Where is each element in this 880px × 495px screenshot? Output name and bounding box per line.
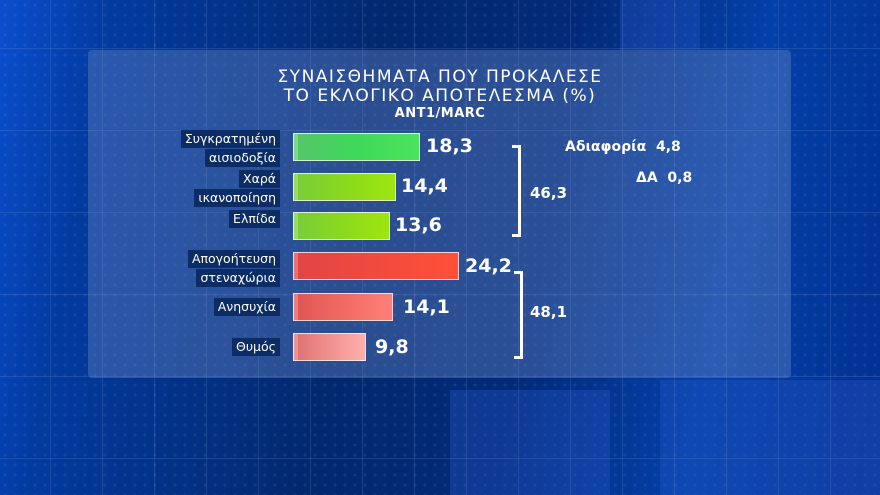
value-label: 14,1 — [403, 296, 450, 318]
value-label: 13,6 — [395, 214, 442, 236]
category-label: Θυμός — [231, 338, 280, 357]
bar — [293, 333, 366, 361]
extra-label: ΔΑ — [636, 170, 658, 186]
category-label: Απογοήτευση στεναχώρια — [187, 250, 280, 288]
background-block — [620, 0, 700, 50]
bar — [293, 252, 459, 280]
value-label: 18,3 — [426, 135, 473, 157]
category-label: Ελπίδα — [229, 210, 280, 229]
group-total-positive: 46,3 — [530, 184, 568, 202]
chart-panel — [88, 50, 791, 378]
extra-value: 0,8 — [667, 170, 693, 186]
bracket-positive — [512, 145, 521, 237]
bracket-negative — [514, 271, 523, 359]
bar — [293, 293, 393, 321]
bar — [293, 173, 396, 201]
title-line-1: ΣΥΝΑΙΣΘΗΜΑΤΑ ΠΟΥ ΠΡΟΚΑΛΕΣΕ — [277, 67, 603, 87]
category-label: Χαρά ικανοποίηση — [194, 170, 280, 208]
category-label: Ανησυχία — [213, 298, 280, 317]
value-label: 9,8 — [375, 336, 409, 358]
value-label: 24,2 — [465, 255, 512, 277]
extra-no-answer: ΔΑ 0,8 — [636, 170, 692, 186]
background-block — [450, 390, 610, 495]
value-label: 14,4 — [401, 175, 448, 197]
category-label: Συγκρατημένη αισιοδοξία — [180, 130, 280, 168]
title-line-2: ΤΟ ΕΚΛΟΓΙΚΟ ΑΠΟΤΕΛΕΣΜΑ (%) — [283, 86, 597, 106]
bar — [293, 212, 390, 240]
chart-source: ANT1/MARC — [394, 106, 486, 121]
group-total-negative: 48,1 — [530, 303, 568, 321]
extra-label: Αδιαφορία — [565, 139, 647, 155]
bar — [293, 133, 420, 161]
chart-title: ΣΥΝΑΙΣΘΗΜΑΤΑ ΠΟΥ ΠΡΟΚΑΛΕΣΕ ΤΟ ΕΚΛΟΓΙΚΟ Α… — [0, 68, 880, 122]
background-block — [660, 380, 880, 495]
extra-value: 4,8 — [655, 139, 681, 155]
extra-indifference: Αδιαφορία 4,8 — [565, 139, 681, 155]
